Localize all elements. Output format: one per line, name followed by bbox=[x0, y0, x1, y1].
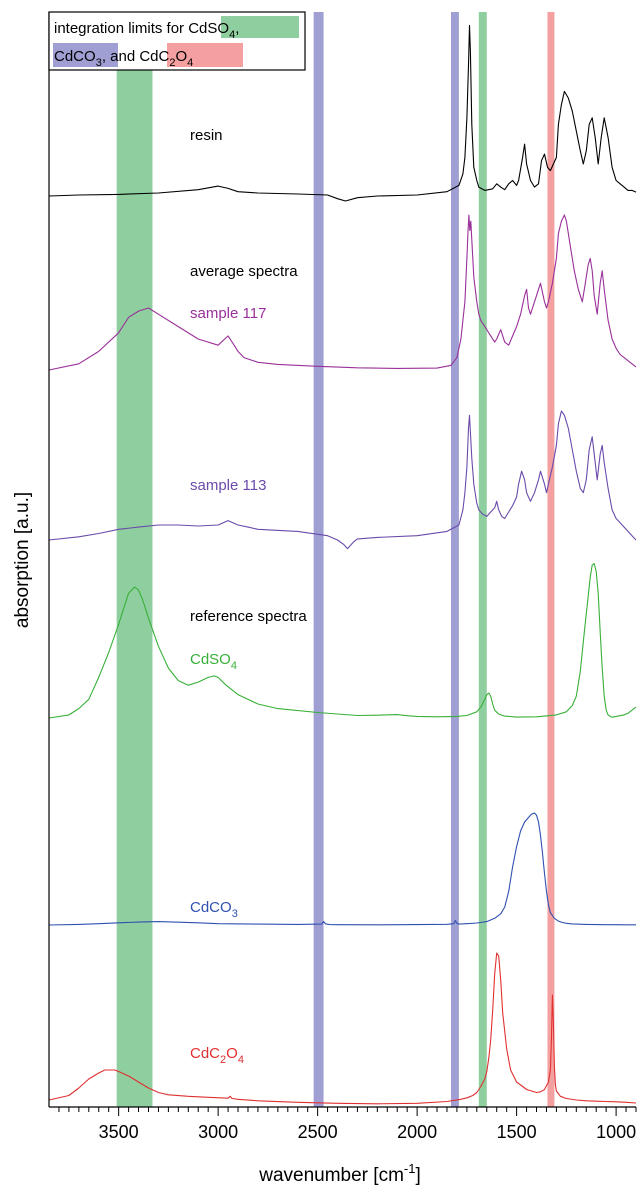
series-label-sample-117: sample 117 bbox=[190, 305, 266, 322]
band-cdc2o4-4 bbox=[547, 12, 555, 1107]
series-label-cdco3: CdCO3 bbox=[190, 899, 238, 920]
integration-bands bbox=[116, 12, 555, 1107]
series-labels: resin sample 117 sample 113 CdSO4 CdCO3 CdC2O… bbox=[190, 127, 266, 1066]
series-line-cdc2o4 bbox=[48, 952, 637, 1105]
legend-swatch-cdco3 bbox=[53, 43, 118, 67]
x-tick-label: 2000 bbox=[397, 1122, 437, 1142]
series-line-sample-113 bbox=[48, 410, 637, 550]
x-axis-ticks: 3500 3000 2500 2000 1500 1000 bbox=[58, 1107, 637, 1142]
section-label-reference: reference spectra bbox=[190, 608, 307, 625]
band-cdco3-2 bbox=[313, 12, 324, 1107]
x-tick-label: 3000 bbox=[198, 1122, 238, 1142]
x-tick-label: 3500 bbox=[99, 1122, 139, 1142]
section-label-average: average spectra bbox=[190, 263, 298, 280]
series-label-cdso4: CdSO4 bbox=[190, 651, 237, 672]
series-label-resin: resin bbox=[190, 127, 223, 144]
legend-line-1: integration limits for CdSO4, bbox=[54, 20, 239, 41]
x-tick-label: 1500 bbox=[497, 1122, 537, 1142]
legend: integration limits for CdSO4, CdCO3, and… bbox=[48, 11, 306, 71]
band-cdco3-3 bbox=[450, 12, 459, 1107]
series-line-cdso4 bbox=[48, 563, 637, 719]
legend-line-2: CdCO3, and CdC2O4 bbox=[54, 48, 193, 69]
band-cdso4-1 bbox=[478, 12, 487, 1107]
legend-swatch-cdc2o4 bbox=[167, 43, 243, 67]
x-axis-label: wavenumber [cm-1] bbox=[258, 1161, 421, 1186]
series-line-sample-117 bbox=[48, 214, 637, 371]
y-axis-label: absorption [a.u.] bbox=[12, 492, 33, 628]
x-tick-label: 2500 bbox=[298, 1122, 338, 1142]
band-cdso4-0 bbox=[116, 12, 153, 1107]
spectra-lines bbox=[48, 24, 637, 1105]
series-line-resin bbox=[48, 24, 637, 202]
series-label-sample-113: sample 113 bbox=[190, 477, 266, 494]
series-line-cdco3 bbox=[48, 812, 636, 926]
legend-swatch-cdso4 bbox=[221, 16, 299, 38]
series-label-cdc2o4: CdC2O4 bbox=[190, 1045, 244, 1066]
x-tick-label: 1000 bbox=[596, 1122, 636, 1142]
